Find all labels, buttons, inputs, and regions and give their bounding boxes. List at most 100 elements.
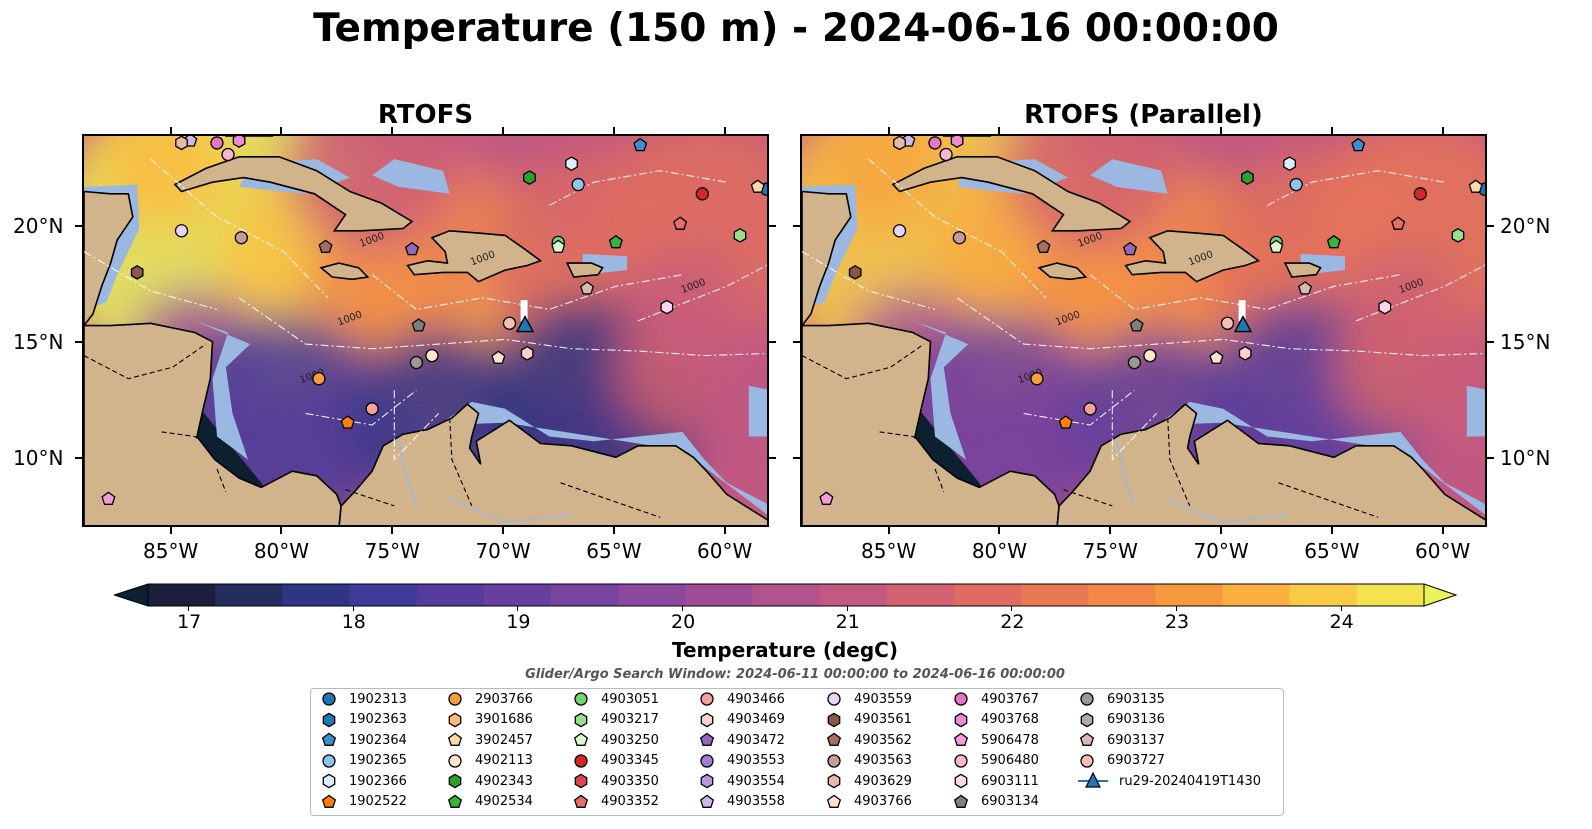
legend-item: 5906478 [951, 730, 1039, 750]
float-marker-4902113 [425, 348, 439, 363]
legend-item: 6903137 [1077, 730, 1165, 750]
colorbar-segment [550, 584, 619, 606]
lat-tick-label-right: 15°N [1500, 330, 1551, 355]
legend-marker-circle-icon [448, 692, 462, 706]
float-marker-4903768 [950, 136, 964, 148]
legend-label: 5906478 [981, 732, 1039, 748]
axis-tick [793, 456, 800, 459]
legend-label: 4903768 [981, 712, 1039, 727]
float-marker-4902534 [608, 234, 623, 249]
colorbar-tick [682, 606, 684, 611]
float-marker-4903563 [952, 231, 966, 245]
lon-tick-label: 65°W [586, 539, 642, 563]
legend-label: 4902343 [475, 773, 533, 789]
float-marker-4903563 [234, 231, 248, 245]
colorbar-segment [1155, 584, 1224, 606]
float-marker-4903629 [893, 136, 906, 151]
float-marker-6903134 [411, 318, 426, 332]
colorbar-tick-label: 23 [1164, 611, 1190, 633]
legend-item: 4903563 [824, 751, 912, 771]
lon-tick-label: 70°W [475, 539, 531, 563]
float-marker-6903137 [1298, 281, 1313, 295]
legend-marker-circle-icon [954, 692, 968, 706]
lon-tick-label: 85°W [143, 539, 199, 563]
float-marker-4903559 [892, 224, 907, 238]
axis-tick [75, 456, 82, 459]
legend-item: 3902457 [445, 730, 533, 750]
legend-marker-hexagon-icon [954, 773, 968, 789]
legend-item: 4903250 [571, 730, 659, 750]
legend-item: 1902365 [319, 751, 407, 771]
legend-item: 4902343 [445, 771, 533, 791]
legend-label: 2903766 [475, 691, 533, 707]
colorbar-segment [148, 584, 216, 606]
legend-item: 6903135 [1077, 689, 1165, 709]
legend-item: 4903472 [697, 730, 785, 750]
legend-label: 5906480 [981, 753, 1039, 768]
legend-label: 4903558 [727, 794, 785, 809]
legend-marker-circle-icon [827, 692, 841, 706]
float-marker-4903345 [1413, 187, 1427, 201]
float-marker-1902364 [633, 137, 648, 152]
legend-label: 4903561 [854, 712, 912, 727]
legend-marker-hexagon-icon [448, 773, 462, 789]
axis-tick [887, 527, 890, 534]
legend-label: 4903250 [601, 732, 659, 748]
float-marker-5906478 [101, 491, 116, 505]
axis-tick [1441, 127, 1444, 134]
colorbar-tick [1176, 606, 1178, 611]
axis-tick [280, 527, 283, 534]
lon-tick-label: 80°W [971, 539, 1028, 563]
legend-item: 6903111 [951, 771, 1039, 791]
colorbar-segment [1021, 584, 1089, 606]
axis-tick [793, 225, 800, 228]
legend-label: ru29-20240419T1430 [1119, 773, 1262, 789]
legend-item: 1902366 [319, 771, 407, 791]
float-marker-5906478 [819, 491, 834, 505]
colorbar-tick-label: 21 [835, 611, 860, 633]
legend-label: 4903767 [981, 691, 1039, 707]
axis-tick [887, 127, 890, 134]
colorbar-tick [1340, 606, 1342, 611]
legend-marker-hexagon-icon [574, 773, 588, 789]
float-marker-4903217 [733, 228, 747, 243]
legend-label: 4902534 [475, 794, 533, 809]
axis-tick [75, 225, 82, 228]
colorbar-segment [1356, 584, 1425, 606]
legend-item: 6903134 [951, 792, 1039, 812]
float-marker-4902343 [523, 170, 536, 185]
legend-marker-circle-icon [574, 692, 588, 706]
legend-item: 1902313 [319, 689, 407, 709]
legend-item: 4903466 [697, 689, 785, 709]
legend-item: 1902363 [319, 710, 407, 730]
float-marker-4903469 [520, 345, 534, 361]
axis-tick [280, 127, 283, 134]
legend-marker-circle-icon [1080, 753, 1094, 768]
legend-label: 4903352 [601, 794, 659, 809]
legend-item: 3901686 [445, 710, 533, 730]
float-marker-6903137 [580, 281, 595, 295]
legend-item: 4903352 [571, 792, 659, 812]
lat-tick-label-left: 15°N [13, 330, 64, 355]
colorbar-tick-label: 22 [1000, 611, 1025, 633]
float-marker-6903134 [1129, 318, 1144, 332]
float-marker-4903559 [174, 224, 189, 238]
axis-tick [1220, 527, 1223, 534]
float-marker-6903135 [409, 355, 424, 370]
float-marker-1902364 [1351, 137, 1366, 152]
axis-tick [502, 127, 505, 134]
colorbar-tick [188, 606, 190, 611]
float-marker-4903629 [175, 136, 188, 151]
float-marker-4903562 [318, 239, 333, 253]
float-marker-5906480 [221, 147, 235, 162]
colorbar-tick-label: 20 [671, 611, 696, 633]
legend-label: 6903135 [1107, 691, 1165, 707]
lon-tick-label: 60°W [697, 539, 753, 563]
colorbar-title: Temperature (degC) [672, 638, 898, 662]
legend-marker-hexagon-icon [574, 712, 588, 727]
legend-marker-pentagon-icon [321, 794, 337, 808]
legend-marker-triangle-icon [1078, 771, 1108, 788]
axis-tick [391, 127, 394, 134]
colorbar-segment [282, 584, 351, 606]
